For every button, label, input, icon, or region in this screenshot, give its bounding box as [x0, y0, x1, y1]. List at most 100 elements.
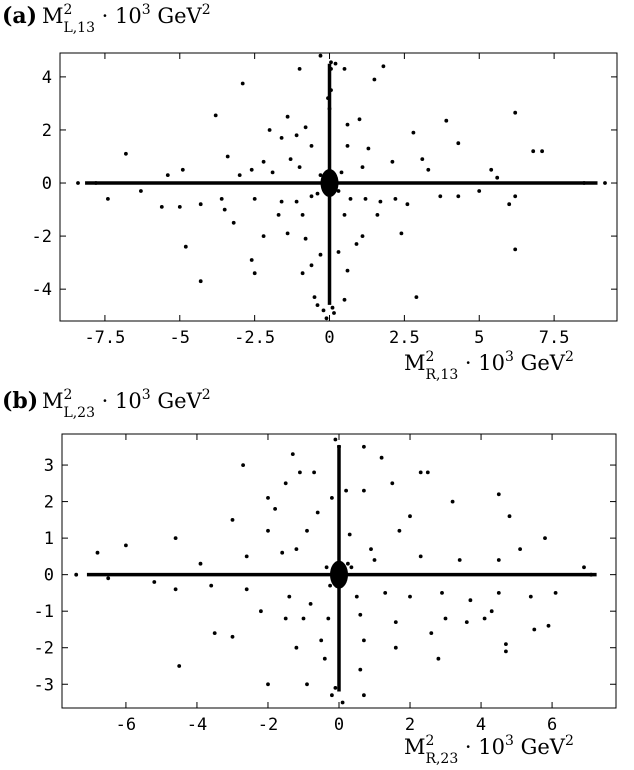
x-tick-label: 4	[476, 715, 486, 735]
data-point	[372, 77, 377, 82]
data-point	[393, 645, 398, 650]
data-point	[456, 141, 461, 146]
data-point	[315, 510, 320, 515]
data-point	[209, 583, 214, 588]
data-point	[318, 173, 323, 178]
data-point	[322, 656, 327, 661]
panel-b-y-ticks: -3 -2 -1 0 1 2 3	[34, 456, 616, 695]
data-point	[440, 591, 444, 595]
data-point	[340, 700, 345, 705]
data-point	[477, 189, 482, 193]
data-point	[411, 130, 416, 135]
x-tick-label: 5	[474, 328, 484, 348]
data-point	[283, 481, 288, 486]
data-point	[230, 518, 235, 522]
data-point	[294, 199, 299, 204]
y-tick-label: 2	[44, 493, 54, 513]
data-point	[360, 165, 365, 170]
data-point	[603, 181, 607, 185]
data-point	[244, 587, 249, 592]
data-point	[457, 558, 462, 562]
data-point	[333, 686, 338, 690]
data-point	[414, 295, 419, 299]
data-point	[357, 117, 362, 122]
data-point	[159, 205, 164, 209]
data-point	[344, 488, 348, 493]
data-point	[489, 609, 494, 614]
data-point	[266, 496, 270, 500]
data-point	[582, 181, 586, 185]
data-point	[173, 536, 178, 540]
data-point	[397, 528, 402, 533]
data-point	[261, 234, 266, 239]
data-point	[326, 616, 331, 621]
data-point	[507, 514, 512, 519]
data-point	[283, 616, 288, 621]
data-point	[266, 682, 270, 687]
panel-b-x-ticks: -6 -4 -2 0 2 4 6	[116, 434, 557, 735]
data-point	[297, 165, 302, 170]
data-point	[337, 444, 341, 449]
x-tick-label: -4	[187, 715, 207, 735]
data-point	[305, 682, 309, 687]
data-point	[309, 144, 314, 148]
data-point	[336, 189, 341, 193]
data-point	[489, 167, 494, 172]
data-point	[173, 587, 178, 592]
panel-b-points	[74, 437, 593, 705]
data-point	[528, 594, 533, 599]
data-point	[106, 576, 111, 581]
y-tick-label: 1	[44, 529, 54, 549]
data-point	[177, 205, 182, 209]
y-tick-label: -1	[34, 602, 54, 622]
data-point	[249, 258, 254, 262]
x-tick-label: -5	[170, 328, 190, 348]
data-point	[399, 231, 404, 236]
data-point	[408, 514, 412, 519]
data-point	[418, 470, 423, 475]
center-cluster	[320, 169, 339, 198]
data-point	[252, 197, 257, 201]
data-point	[318, 252, 323, 257]
data-point	[222, 207, 227, 212]
x-tick-label: -2	[258, 715, 278, 735]
data-point	[285, 231, 290, 236]
x-tick-label: 2.5	[389, 328, 420, 348]
data-point	[348, 197, 353, 201]
data-point	[329, 60, 333, 65]
data-point	[482, 616, 487, 621]
data-point	[464, 620, 469, 624]
data-point	[249, 167, 254, 172]
data-point	[152, 580, 157, 584]
data-point	[513, 247, 518, 252]
y-tick-label: -2	[34, 639, 54, 659]
data-point	[301, 616, 306, 621]
data-point	[198, 279, 203, 284]
y-tick-label: 2	[42, 121, 52, 141]
y-tick-label: 0	[42, 174, 52, 194]
data-point	[241, 463, 246, 467]
data-point	[518, 547, 522, 551]
x-tick-label: 0	[334, 715, 344, 735]
data-point	[496, 558, 501, 562]
data-point	[321, 308, 326, 313]
data-point	[507, 202, 512, 207]
data-point	[329, 67, 333, 71]
data-point	[346, 561, 350, 566]
data-point	[213, 113, 218, 118]
data-point	[94, 181, 98, 185]
data-point	[106, 197, 110, 201]
y-tick-label: 3	[44, 456, 54, 476]
data-point	[326, 96, 330, 100]
data-point	[360, 234, 365, 239]
data-point	[426, 167, 431, 172]
data-point	[327, 106, 332, 111]
data-point	[180, 167, 185, 172]
data-point	[300, 213, 305, 217]
data-point	[290, 452, 295, 456]
data-point	[252, 271, 257, 276]
data-point	[165, 173, 170, 178]
data-point	[300, 271, 305, 276]
panel-b-density-stripes	[86, 444, 597, 692]
data-point	[390, 481, 395, 486]
